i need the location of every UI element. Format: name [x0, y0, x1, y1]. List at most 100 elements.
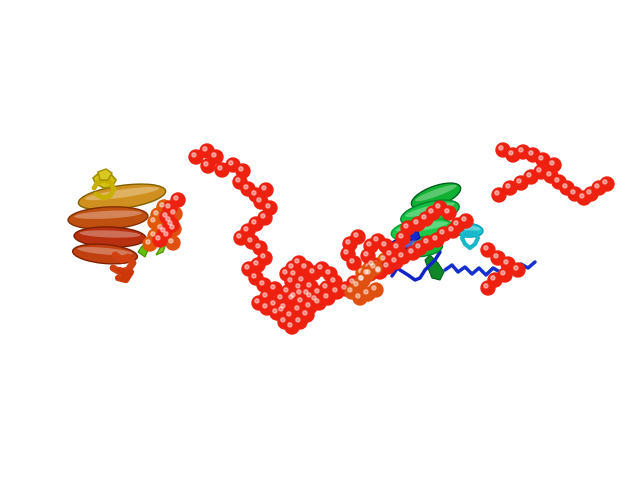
Circle shape	[506, 184, 510, 188]
Ellipse shape	[396, 221, 448, 232]
Circle shape	[361, 287, 375, 301]
Circle shape	[371, 234, 385, 248]
Circle shape	[563, 184, 567, 188]
Circle shape	[192, 153, 196, 157]
Circle shape	[330, 285, 344, 299]
Circle shape	[153, 233, 167, 247]
Circle shape	[367, 242, 371, 246]
Circle shape	[293, 281, 307, 295]
Circle shape	[209, 150, 223, 164]
Circle shape	[509, 151, 513, 155]
Circle shape	[260, 290, 274, 304]
Circle shape	[252, 296, 266, 310]
Polygon shape	[156, 244, 166, 255]
Circle shape	[462, 217, 466, 221]
Circle shape	[359, 276, 363, 280]
Circle shape	[165, 218, 179, 232]
Circle shape	[256, 244, 260, 248]
Circle shape	[234, 231, 248, 245]
Circle shape	[406, 246, 420, 260]
Circle shape	[587, 190, 591, 194]
Circle shape	[373, 265, 387, 279]
Circle shape	[387, 251, 391, 255]
Circle shape	[297, 290, 301, 294]
Circle shape	[248, 238, 252, 242]
Circle shape	[271, 285, 275, 289]
Circle shape	[239, 167, 243, 171]
Circle shape	[160, 210, 174, 224]
Circle shape	[252, 274, 256, 278]
Circle shape	[529, 151, 533, 155]
Circle shape	[258, 251, 272, 265]
Circle shape	[342, 285, 346, 289]
Circle shape	[203, 147, 207, 151]
Circle shape	[163, 201, 177, 215]
Circle shape	[268, 298, 282, 312]
Polygon shape	[98, 169, 112, 180]
Circle shape	[363, 261, 377, 275]
Circle shape	[372, 286, 376, 290]
Circle shape	[399, 253, 403, 257]
Circle shape	[292, 256, 306, 270]
Circle shape	[212, 153, 216, 157]
Circle shape	[298, 298, 302, 302]
Circle shape	[161, 229, 175, 243]
Circle shape	[353, 291, 367, 305]
Circle shape	[241, 182, 255, 196]
Circle shape	[166, 217, 170, 221]
Circle shape	[258, 211, 272, 225]
Circle shape	[244, 265, 249, 269]
Circle shape	[254, 195, 268, 209]
Circle shape	[278, 295, 282, 299]
Circle shape	[350, 279, 354, 283]
Circle shape	[536, 153, 550, 167]
Circle shape	[494, 254, 498, 258]
Circle shape	[255, 299, 259, 303]
Circle shape	[146, 240, 150, 244]
Ellipse shape	[74, 210, 142, 219]
Circle shape	[218, 166, 222, 170]
Circle shape	[268, 282, 282, 296]
Circle shape	[201, 159, 215, 173]
Circle shape	[577, 191, 591, 205]
Circle shape	[304, 290, 318, 304]
Circle shape	[526, 148, 540, 162]
Circle shape	[281, 285, 295, 299]
Circle shape	[361, 267, 375, 281]
Circle shape	[354, 282, 358, 286]
Circle shape	[568, 187, 582, 201]
Circle shape	[364, 270, 368, 274]
Circle shape	[348, 288, 352, 292]
Circle shape	[496, 143, 510, 157]
Circle shape	[481, 243, 495, 257]
Circle shape	[312, 296, 326, 310]
Circle shape	[416, 244, 420, 248]
Circle shape	[204, 162, 208, 166]
Ellipse shape	[85, 187, 159, 200]
Circle shape	[345, 285, 359, 299]
Circle shape	[347, 276, 361, 290]
Circle shape	[229, 161, 233, 165]
Ellipse shape	[79, 230, 141, 238]
Ellipse shape	[392, 240, 438, 248]
Circle shape	[237, 234, 241, 238]
Circle shape	[366, 264, 370, 268]
Circle shape	[168, 221, 172, 225]
Circle shape	[343, 237, 357, 251]
Circle shape	[271, 301, 275, 305]
Circle shape	[366, 258, 380, 272]
Circle shape	[404, 224, 408, 228]
Ellipse shape	[391, 218, 452, 242]
Circle shape	[293, 315, 307, 329]
Circle shape	[422, 215, 426, 219]
Circle shape	[160, 203, 164, 207]
Circle shape	[506, 148, 520, 162]
Circle shape	[280, 267, 294, 281]
Circle shape	[396, 231, 410, 245]
Ellipse shape	[405, 203, 455, 217]
Circle shape	[321, 291, 335, 305]
Circle shape	[364, 252, 368, 256]
Circle shape	[171, 193, 185, 207]
Circle shape	[381, 260, 395, 274]
Circle shape	[261, 254, 265, 258]
